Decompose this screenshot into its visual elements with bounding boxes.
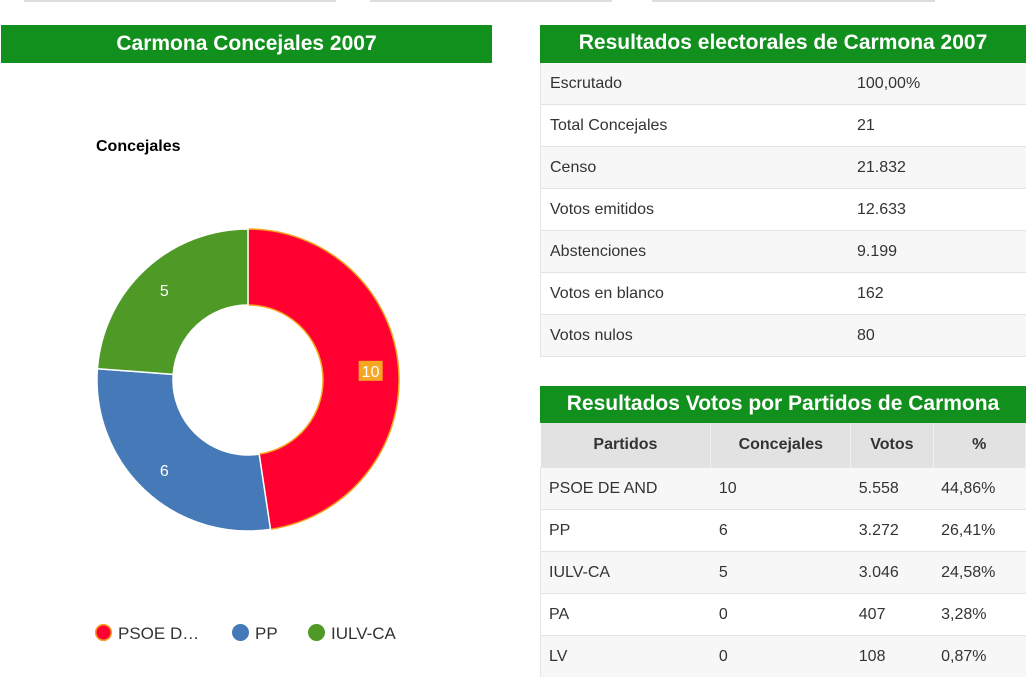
party-pct: 26,41% [933,509,1026,552]
table-row: Votos en blanco 162 [540,272,1026,315]
donut-slice-psoe[interactable] [247,228,400,531]
row-label: Total Concejales [540,104,848,147]
party-name: LV [539,635,711,677]
party-name: PP [539,509,711,552]
row-label: Censo [540,146,848,189]
table-row: Total Concejales 21 [540,104,1026,147]
legend-label-iulv: IULV-CA [331,624,396,643]
row-value: 80 [848,314,1026,357]
table-row: Escrutado 100,00% [540,63,1026,105]
legend-label-psoe: PSOE D… [118,624,200,643]
concejales-panel-title: Carmona Concejales 2007 [1,25,492,63]
row-label: Votos emitidos [540,188,848,231]
party-concejales: 0 [710,593,851,636]
party-concejales: 10 [710,467,851,510]
legend-dot-pp [232,624,249,642]
data-label-iulv: 5 [160,283,169,300]
party-name: PSOE DE AND [539,467,711,510]
header-votos: Votos [850,423,934,468]
results-table: Escrutado 100,00% Total Concejales 21 Cens… [540,63,1026,357]
party-name: PA [539,593,711,636]
party-pct: 0,87% [933,635,1026,677]
row-label: Escrutado [540,63,848,105]
votes-table: Partidos Concejales Votos % PSOE DE AND 1… [539,423,1026,677]
donut-slice-pp[interactable] [96,367,272,532]
table-row: Votos nulos 80 [540,314,1026,357]
top-tab-1[interactable] [24,0,336,2]
party-pct: 24,58% [933,551,1026,594]
party-pct: 44,86% [933,467,1026,510]
party-votos: 3.046 [850,551,934,594]
table-row: PSOE DE AND 10 5.558 44,86% [539,467,1026,510]
table-row: Censo 21.832 [540,146,1026,189]
party-votos: 108 [850,635,934,677]
top-tab-2[interactable] [370,0,612,2]
row-label: Votos nulos [540,314,848,357]
legend-label-pp: PP [255,624,278,643]
row-label: Abstenciones [540,230,848,273]
row-label: Votos en blanco [540,272,848,315]
party-name: IULV-CA [539,551,711,594]
table-row: PA 0 407 3,28% [539,593,1026,636]
row-value: 21.832 [848,146,1026,189]
legend-item-pp[interactable]: PP [232,623,278,645]
data-label-pp: 6 [160,463,169,480]
party-concejales: 0 [710,635,851,677]
party-votos: 407 [850,593,934,636]
results-panel-title: Resultados electorales de Carmona 2007 [540,25,1026,63]
row-value: 100,00% [848,63,1026,105]
row-value: 162 [848,272,1026,315]
legend-item-iulv[interactable]: IULV-CA [308,623,396,645]
top-tab-3[interactable] [652,0,935,2]
party-concejales: 5 [710,551,851,594]
table-row: PP 6 3.272 26,41% [539,509,1026,552]
party-votos: 3.272 [850,509,934,552]
legend-item-psoe[interactable]: PSOE D… [95,623,199,645]
header-partidos: Partidos [540,423,712,468]
table-row: LV 0 108 0,87% [539,635,1026,677]
donut-chart: 10 6 5 [96,228,400,532]
legend-dot-psoe [95,624,112,642]
legend-dot-iulv [308,624,325,642]
party-concejales: 6 [710,509,851,552]
donut-slice-iulv[interactable] [96,228,249,376]
header-pct: % [933,423,1026,468]
party-pct: 3,28% [933,593,1026,636]
row-value: 12.633 [848,188,1026,231]
party-votos: 5.558 [850,467,934,510]
table-row: IULV-CA 5 3.046 24,58% [539,551,1026,594]
table-header-row: Partidos Concejales Votos % [540,423,1026,468]
row-value: 21 [848,104,1026,147]
votes-panel-title: Resultados Votos por Partidos de Carmona [540,386,1026,423]
chart-title: Concejales [96,138,181,155]
table-row: Abstenciones 9.199 [540,230,1026,273]
data-label-bg-psoe [358,360,383,381]
data-label-psoe: 10 [362,364,380,381]
row-value: 9.199 [848,230,1026,273]
table-row: Votos emitidos 12.633 [540,188,1026,231]
header-concejales: Concejales [710,423,852,468]
